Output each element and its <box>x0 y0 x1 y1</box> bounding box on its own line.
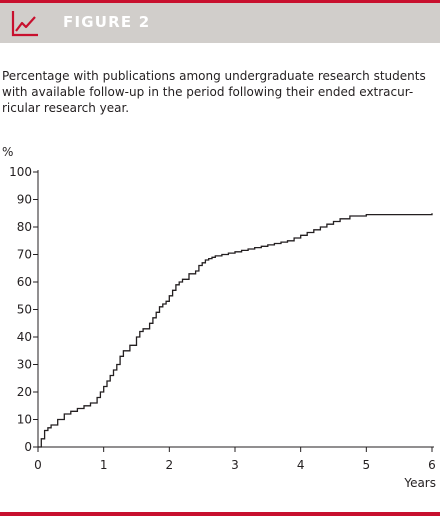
figure-label: FIGURE 2 <box>63 13 151 31</box>
y-tick-label: 80 <box>17 220 32 234</box>
y-tick-label: 70 <box>17 248 32 262</box>
y-tick-label: 30 <box>17 358 32 372</box>
y-tick-label: 50 <box>17 303 32 317</box>
x-tick-label: 1 <box>100 458 108 472</box>
y-tick-label: 0 <box>24 440 32 454</box>
y-tick-label: 100 <box>9 165 32 179</box>
bottom-accent-rule <box>0 512 440 516</box>
y-tick-label: 20 <box>17 385 32 399</box>
x-tick-label: 0 <box>34 458 42 472</box>
figure-header: FIGURE 2 <box>0 3 440 43</box>
x-tick-label: 5 <box>363 458 371 472</box>
x-tick-label: 4 <box>297 458 305 472</box>
caption-line: ricular research year. <box>2 101 130 115</box>
caption-line: Percentage with publications among under… <box>2 69 426 83</box>
y-tick-label: 40 <box>17 330 32 344</box>
x-tick-label: 2 <box>166 458 174 472</box>
figure-caption: Percentage with publications among under… <box>2 68 434 116</box>
x-tick-label: 3 <box>231 458 239 472</box>
caption-line: with available follow-up in the period f… <box>2 85 414 99</box>
x-axis-label: Years <box>403 476 436 490</box>
x-tick-label: 6 <box>428 458 436 472</box>
y-tick-label: 10 <box>17 413 32 427</box>
line-chart-icon <box>11 11 38 37</box>
series-step-line <box>38 213 433 448</box>
top-accent-rule <box>0 0 440 3</box>
y-tick-label: 90 <box>17 193 32 207</box>
y-tick-label: 60 <box>17 275 32 289</box>
y-axis-label: % <box>2 145 13 159</box>
